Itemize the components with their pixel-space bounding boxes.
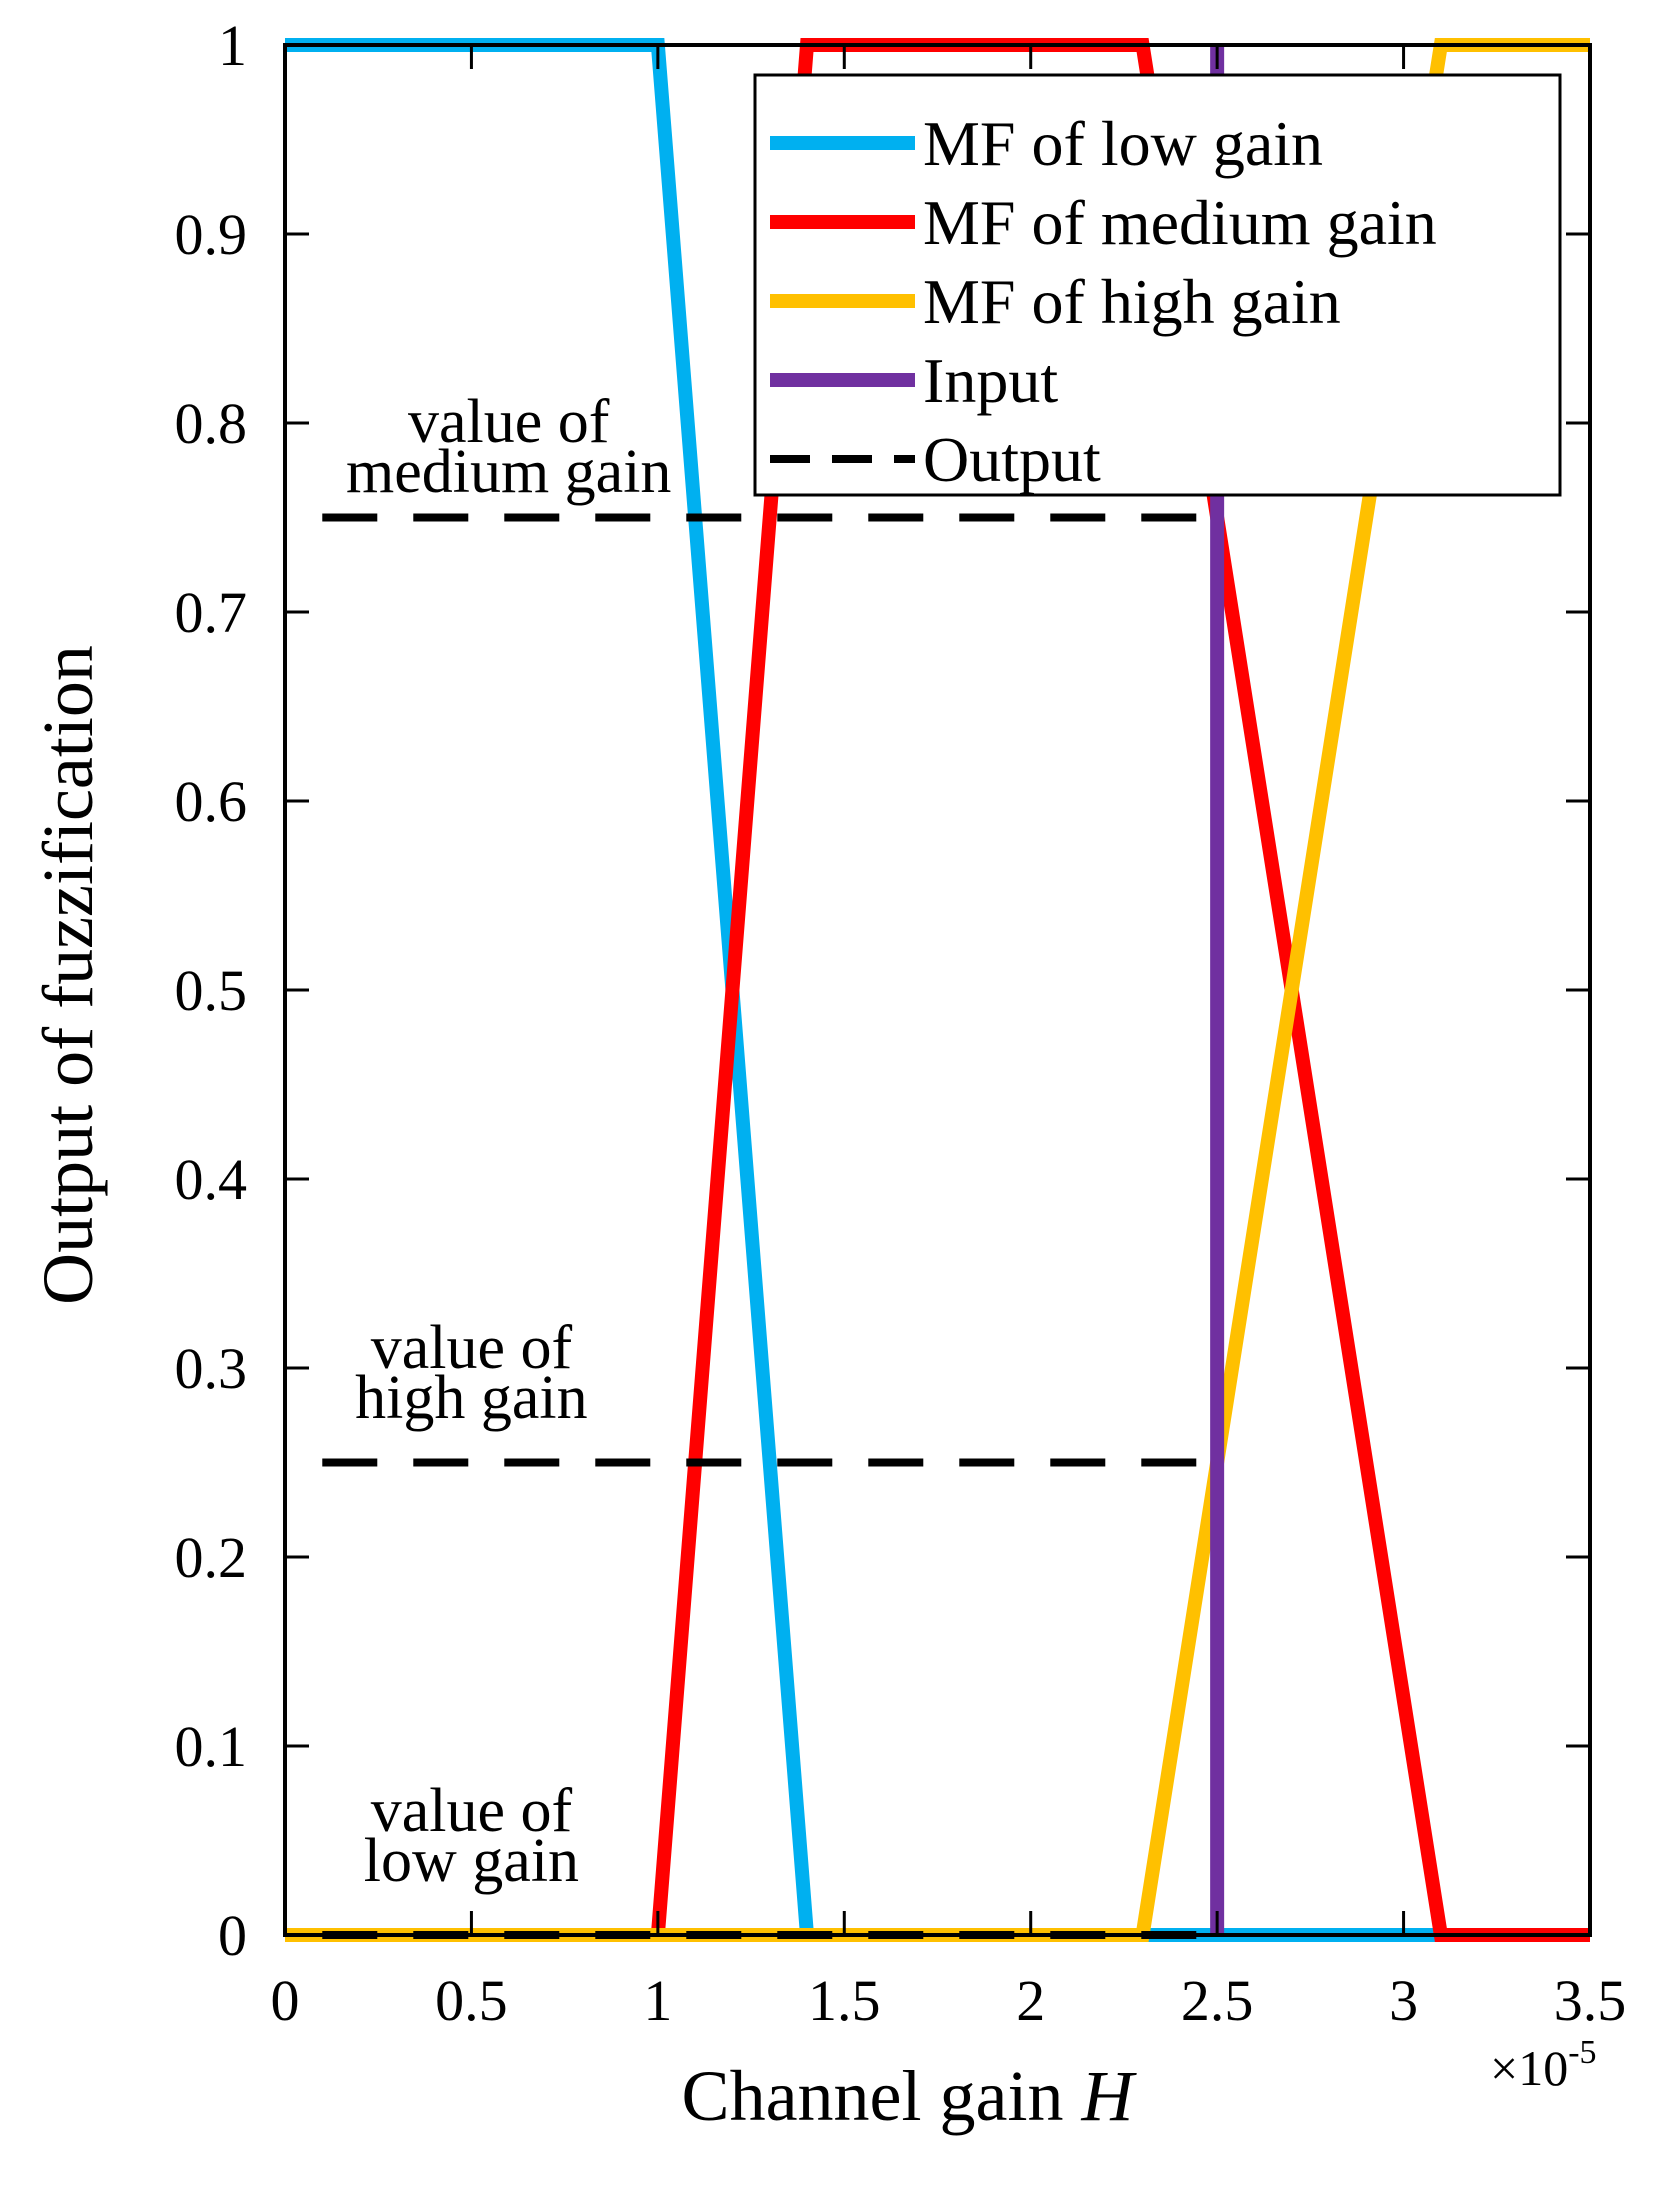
- y-tick-label: 0.5: [175, 958, 248, 1023]
- x-tick-label: 3.5: [1554, 1968, 1627, 2033]
- legend: MF of low gain MF of medium gain MF of hig…: [753, 73, 1562, 497]
- y-tick-label: 0.8: [175, 391, 248, 456]
- y-tick-label: 0: [218, 1903, 247, 1968]
- annotation-0-line-1: medium gain: [346, 438, 671, 506]
- x-tick-label: 1: [643, 1968, 672, 2033]
- x-axis-variable: H: [1080, 2056, 1137, 2136]
- y-tick-label: 0.4: [175, 1147, 248, 1212]
- legend-label-mf-of-high-gain: MF of high gain: [923, 266, 1341, 337]
- labels-layer: 0 0.5 1 1.5 2 2.5 3 3.5 0 0.1 0.2 0.3 0.4 0.5 0.6 0.7 0.…: [28, 13, 1626, 2136]
- axes-frame: [283, 43, 1592, 1937]
- annotation-1-line-0: value of: [371, 1314, 573, 1382]
- y-tick-label: 0.1: [175, 1714, 248, 1779]
- y-tick-label: 0.6: [175, 769, 248, 834]
- x-tick-label: 2.5: [1181, 1968, 1254, 2033]
- legend-label-input: Input: [923, 345, 1058, 416]
- annotation-1-line-1: high gain: [355, 1364, 587, 1432]
- y-tick-label: 0.2: [175, 1525, 248, 1590]
- y-tick-label: 0.7: [175, 580, 248, 645]
- x-tick-label: 3: [1389, 1968, 1418, 2033]
- x-axis-multiplier: ×10-5: [1490, 2034, 1597, 2096]
- legend-label-mf-of-low-gain: MF of low gain: [923, 108, 1323, 179]
- y-axis-title: Output of fuzzification: [28, 645, 108, 1305]
- x-tick-label: 0.5: [435, 1968, 508, 2033]
- annotation-2-line-1: low gain: [364, 1827, 579, 1895]
- annotation-0-line-0: value of: [408, 388, 610, 456]
- x-tick-label: 1.5: [808, 1968, 881, 2033]
- x-tick-label: 0: [271, 1968, 300, 2033]
- annotation-2-line-0: value of: [371, 1777, 573, 1845]
- x-axis-multiplier-exponent: -5: [1568, 2034, 1596, 2071]
- x-axis-title: Channel gain H: [682, 2056, 1138, 2136]
- legend-label-mf-of-medium-gain: MF of medium gain: [923, 187, 1437, 258]
- y-tick-label: 1: [218, 13, 247, 78]
- y-tick-label: 0.9: [175, 202, 248, 267]
- x-tick-label: 2: [1016, 1968, 1045, 2033]
- y-tick-label: 0.3: [175, 1336, 248, 1401]
- legend-label-output: Output: [923, 424, 1101, 495]
